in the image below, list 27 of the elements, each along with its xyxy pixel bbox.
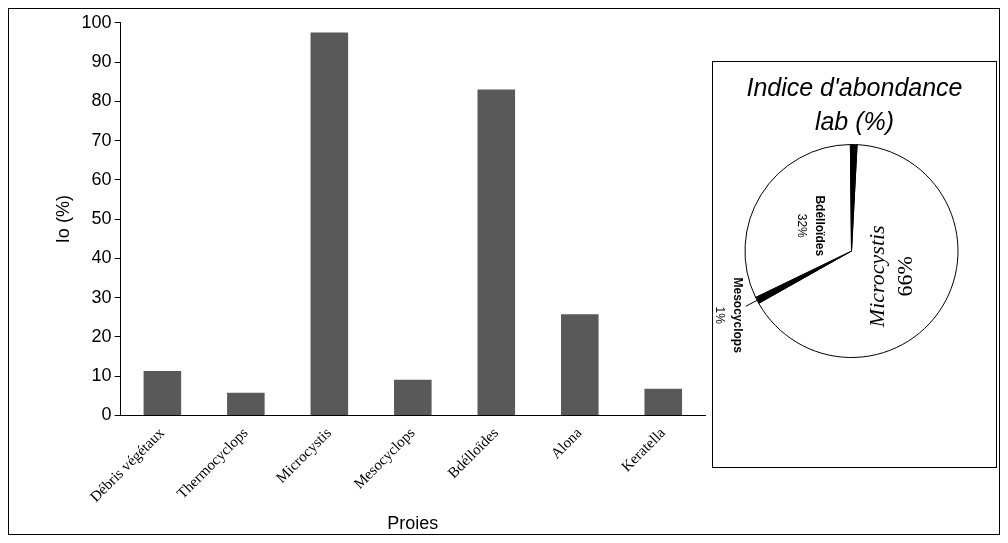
y-tick-label: 70 [91,129,112,150]
y-tick-label: 90 [91,51,112,72]
bar [561,314,599,415]
y-tick-label: 10 [91,365,112,386]
bar [310,32,349,415]
x-axis-title: Proies [387,513,439,534]
slice-label: Bdélloïdes [813,195,828,257]
y-axis-title: Io (%) [52,195,73,244]
bar [644,388,683,415]
bar [394,379,432,415]
y-tick-label: 50 [91,208,112,229]
slice-label: Microcystis [864,225,890,329]
y-tick-label: 60 [91,168,112,189]
chart-title: Indice d'abondance lab (%) [745,72,964,137]
y-tick-label: 40 [91,247,112,268]
y-tick-label: 80 [91,90,112,111]
y-tick-label: 30 [91,286,112,307]
y-tick-label: 100 [81,11,112,32]
bar [227,392,265,415]
data-label: 1% [713,306,728,325]
slice-label: Mesocyclops [731,277,746,354]
data-label: 66% [892,256,918,297]
y-tick-label: 0 [101,404,112,425]
data-label: 32% [795,213,810,239]
y-tick-label: 20 [91,325,112,346]
bar [143,371,182,415]
bar [477,89,516,415]
